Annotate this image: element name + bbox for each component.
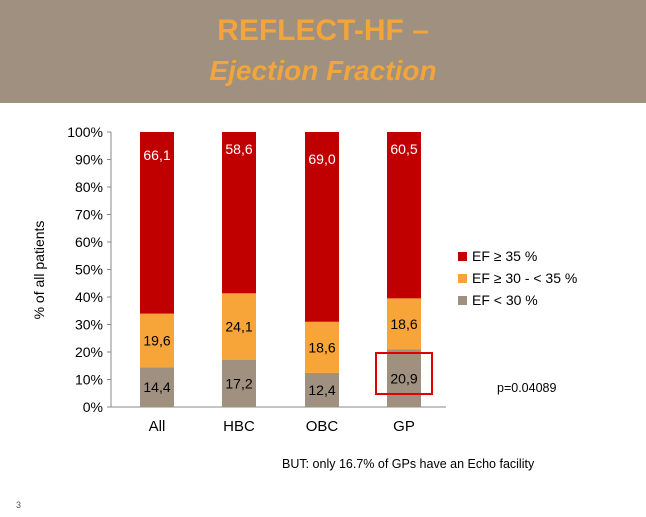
bar-data-label: 24,1 (225, 318, 252, 334)
bar-segment (387, 349, 421, 407)
y-tick-label: 50% (75, 262, 103, 278)
x-tick-label: All (149, 418, 166, 435)
highlight-box (375, 352, 433, 395)
bar-data-label: 20,9 (390, 370, 417, 386)
bar-segment (305, 321, 339, 373)
bar-data-label: 17,2 (225, 375, 252, 391)
y-tick-label: 90% (75, 152, 103, 168)
bar-segment (387, 132, 421, 299)
y-tick-label: 20% (75, 344, 103, 360)
y-tick-label: 60% (75, 234, 103, 250)
legend-label-ef-30-35: EF ≥ 30 - < 35 % (472, 270, 578, 286)
y-tick-label: 10% (75, 372, 103, 388)
slide-title: REFLECT-HF – (217, 14, 429, 47)
bar-data-label: 60,5 (390, 141, 417, 157)
legend-swatch-ef-ge35 (458, 252, 467, 261)
bar-segment (222, 132, 256, 294)
y-tick-label: 40% (75, 289, 103, 305)
slide-header (0, 0, 646, 103)
legend-label-ef-ge35: EF ≥ 35 % (472, 248, 538, 264)
bar-segment (387, 298, 421, 350)
x-tick-label: HBC (223, 418, 255, 435)
header-divider (0, 103, 646, 107)
y-tick-label: 70% (75, 207, 103, 223)
legend-label-ef-lt30: EF < 30 % (472, 292, 538, 308)
bar-segment (140, 313, 174, 368)
bar-segment (305, 132, 339, 322)
p-value-annotation: p=0.04089 (497, 381, 557, 395)
y-tick-label: 100% (67, 124, 103, 140)
bar-data-label: 12,4 (308, 382, 335, 398)
bar-segment (140, 132, 174, 314)
slide-number: 3 (16, 500, 22, 510)
legend-swatch-ef-30-35 (458, 274, 467, 283)
bar-segment (222, 293, 256, 360)
bar-data-label: 66,1 (143, 147, 170, 163)
y-tick-label: 80% (75, 179, 103, 195)
bar-data-label: 58,6 (225, 141, 252, 157)
bar-segment (222, 359, 256, 407)
bar-data-label: 14,4 (143, 379, 170, 395)
bar-segment (140, 367, 174, 407)
bar-data-label: 18,6 (308, 339, 335, 355)
y-axis-label: % of all patients (31, 221, 47, 320)
legend-swatch-ef-lt30 (458, 296, 467, 305)
x-tick-label: GP (393, 418, 415, 435)
footnote: BUT: only 16.7% of GPs have an Echo faci… (282, 457, 535, 471)
y-tick-label: 0% (83, 399, 103, 415)
bar-data-label: 69,0 (308, 151, 335, 167)
bar-segment (305, 372, 339, 407)
x-tick-label: OBC (306, 418, 339, 435)
bar-data-label: 18,6 (390, 316, 417, 332)
y-tick-label: 30% (75, 317, 103, 333)
slide-subtitle: Ejection Fraction (209, 55, 437, 86)
bar-data-label: 19,6 (143, 333, 170, 349)
